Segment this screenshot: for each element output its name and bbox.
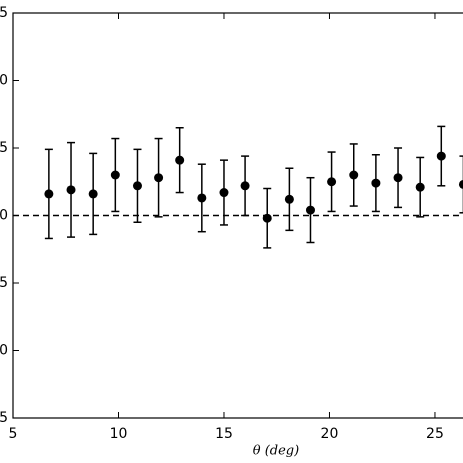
x-axis-label: θ (deg) (253, 444, 299, 459)
data-point (327, 177, 337, 187)
y-tick-label: 5 (0, 140, 8, 156)
data-point (415, 182, 425, 192)
x-tick-label: 10 (110, 426, 128, 442)
y-tick-label: 5 (0, 410, 8, 426)
data-point (284, 194, 294, 204)
x-tick-label: 5 (9, 426, 18, 442)
data-point (44, 189, 54, 199)
data-point (393, 173, 403, 183)
y-tick-label: 0 (0, 343, 8, 359)
data-point (175, 155, 185, 165)
data-point (305, 205, 315, 215)
x-tick-label: 20 (321, 426, 339, 442)
data-point (371, 178, 381, 188)
data-point (458, 179, 463, 189)
data-point (132, 181, 142, 191)
x-tick-label: 15 (215, 426, 233, 442)
data-point (154, 173, 164, 183)
data-point (349, 170, 359, 180)
y-tick-label: 5 (0, 5, 8, 21)
y-tick-label: 0 (0, 208, 8, 224)
data-point (219, 188, 229, 198)
data-point (66, 185, 76, 195)
data-point (436, 151, 446, 161)
y-tick-label: 0 (0, 73, 8, 89)
data-point (110, 170, 120, 180)
data-point (88, 189, 98, 199)
data-point (240, 181, 250, 191)
data-point (197, 193, 207, 203)
x-tick-label: 25 (426, 426, 444, 442)
data-point (262, 213, 272, 223)
y-tick-label: 5 (0, 275, 8, 291)
